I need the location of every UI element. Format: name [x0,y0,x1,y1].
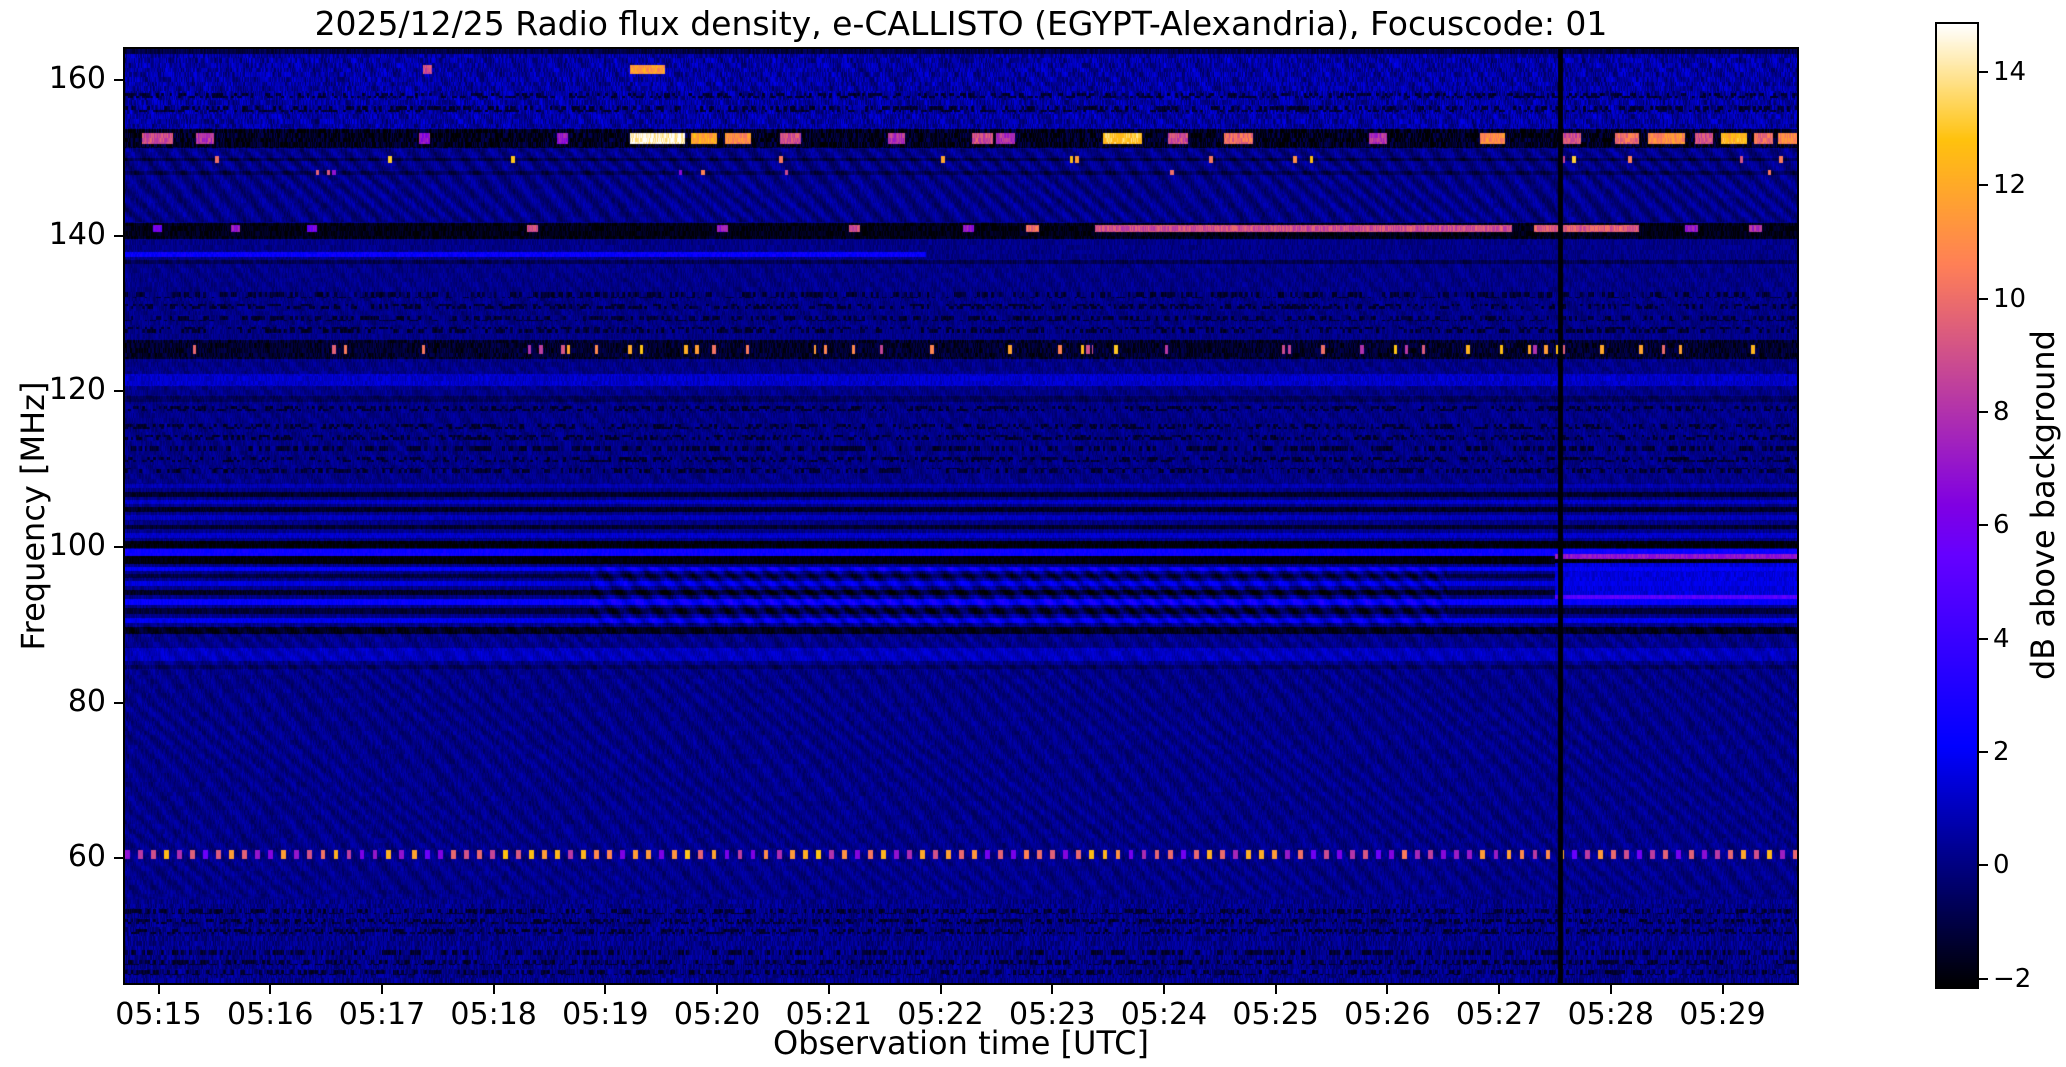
x-tick-mark [1051,985,1054,994]
x-tick-mark [827,985,830,994]
y-tick-mark [114,79,123,82]
y-tick-mark [114,857,123,860]
spectrogram-heatmap [125,49,1797,983]
y-tick-label: 60 [67,839,106,875]
colorbar-tick-mark [1979,864,1988,867]
colorbar-tick-label: −2 [1993,963,2032,994]
colorbar-tick-label: 12 [1993,170,2027,201]
plot-frame [123,47,1799,985]
x-tick-label: 05:23 [1008,997,1096,1032]
colorbar-tick-mark [1979,411,1988,414]
colorbar-tick-mark [1979,637,1988,640]
x-tick-label: 05:21 [785,997,873,1032]
colorbar-tick-mark [1979,750,1988,753]
x-tick-mark [380,985,383,994]
x-tick-mark [1386,985,1389,994]
y-tick-mark [114,701,123,704]
y-tick-label: 100 [48,528,106,564]
x-tick-label: 05:17 [338,997,426,1032]
y-tick-mark [114,390,123,393]
x-tick-label: 05:25 [1232,997,1319,1032]
colorbar-tick-label: 2 [1993,736,2010,767]
colorbar-tick-label: 6 [1993,510,2010,541]
x-tick-mark [492,985,495,994]
colorbar-tick-label: 0 [1993,850,2010,881]
x-tick-label: 05:19 [562,997,649,1032]
x-tick-label: 05:28 [1567,997,1655,1032]
x-tick-label: 05:20 [673,997,761,1032]
y-tick-label: 160 [48,61,106,97]
y-tick-label: 120 [48,372,106,408]
colorbar-tick-mark [1979,184,1988,187]
y-tick-mark [114,234,123,237]
colorbar-label: dB above background [2024,330,2062,680]
x-tick-label: 05:27 [1455,997,1543,1032]
x-tick-mark [157,985,160,994]
colorbar-tick-label: 10 [1993,283,2027,314]
x-tick-mark [1498,985,1501,994]
colorbar-tick-label: 4 [1993,623,2010,654]
colorbar-tick-mark [1979,297,1988,300]
colorbar-frame [1935,22,1979,989]
x-axis-label: Observation time [UTC] [773,1024,1149,1062]
y-tick-mark [114,546,123,549]
y-tick-label: 140 [48,216,106,252]
colorbar-tick-label: 14 [1993,57,2027,88]
x-tick-mark [1274,985,1277,994]
colorbar-gradient [1937,24,1977,987]
x-tick-label: 05:16 [226,997,314,1032]
y-tick-label: 80 [67,683,106,719]
x-tick-label: 05:22 [897,997,984,1032]
chart-title: 2025/12/25 Radio flux density, e-CALLIST… [314,4,1608,43]
colorbar-tick-mark [1979,71,1988,74]
x-tick-label: 05:18 [450,997,537,1032]
colorbar-tick-label: 8 [1993,397,2010,428]
x-tick-mark [1721,985,1724,994]
x-tick-mark [604,985,607,994]
x-tick-label: 05:26 [1344,997,1431,1032]
y-axis-label: Frequency [MHz] [14,381,52,651]
x-tick-mark [939,985,942,994]
x-tick-label: 05:15 [115,997,202,1032]
colorbar-tick-mark [1979,524,1988,527]
x-tick-mark [1609,985,1612,994]
x-tick-mark [269,985,272,994]
x-tick-label: 05:29 [1679,997,1766,1032]
x-tick-mark [716,985,719,994]
colorbar-tick-mark [1979,977,1988,980]
x-tick-mark [1162,985,1165,994]
x-tick-label: 05:24 [1120,997,1208,1032]
